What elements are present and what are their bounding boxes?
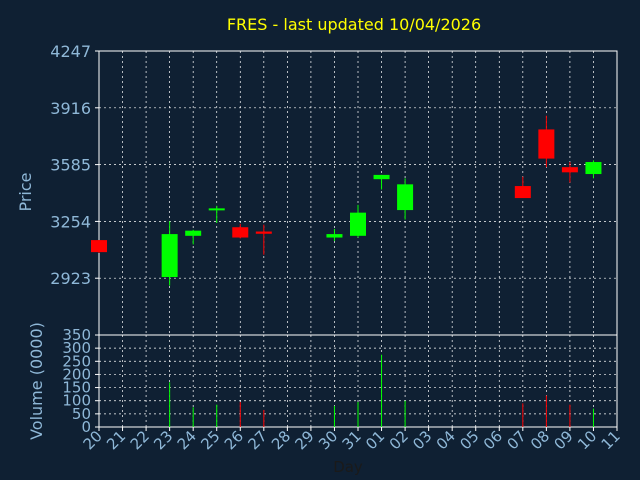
price-panel: 4247 3916 3585 3254 2923: [50, 42, 618, 336]
day-tick-label: 29: [292, 427, 318, 453]
day-tick-label: 07: [503, 427, 529, 453]
volume-tick-label: 200: [62, 365, 91, 383]
day-tick-label: 09: [551, 427, 577, 453]
day-tick-label: 28: [268, 427, 294, 453]
day-tick-label: 22: [127, 427, 153, 453]
candle-body: [397, 184, 414, 211]
day-tick-label: 08: [527, 427, 553, 453]
volume-axis-label: Volume (0000): [27, 322, 46, 440]
candle-body: [91, 240, 107, 253]
candle-body: [161, 234, 178, 277]
candle-body: [185, 230, 202, 236]
candle-body: [232, 227, 249, 238]
day-axis: 2021222324252627282930310102030405060708…: [80, 427, 624, 453]
day-tick-label: 21: [103, 427, 129, 453]
day-tick-label: 24: [174, 427, 200, 453]
candle-body: [585, 162, 602, 175]
candle-body: [538, 129, 555, 159]
candle-body: [255, 231, 272, 234]
day-tick-label: 06: [480, 427, 506, 453]
volume-tick-label: 50: [72, 405, 91, 423]
price-tick-label: 4247: [50, 42, 91, 61]
volume-tick-label: 100: [62, 392, 91, 410]
candle-body: [514, 186, 531, 199]
candle-body: [326, 234, 343, 238]
x-axis-label: Day: [333, 458, 363, 476]
day-tick-label: 26: [221, 427, 247, 453]
price-tick-label: 3916: [50, 99, 91, 118]
day-tick-label: 30: [315, 427, 341, 453]
day-tick-label: 03: [409, 427, 435, 453]
day-tick-label: 05: [456, 427, 482, 453]
candle-body: [208, 208, 225, 211]
candle-body: [350, 212, 366, 236]
day-tick-label: 02: [386, 427, 412, 453]
candle-body: [561, 167, 578, 173]
day-tick-label: 11: [598, 427, 624, 453]
day-tick-label: 27: [244, 427, 270, 453]
candle-body: [373, 174, 390, 180]
day-tick-label: 23: [150, 427, 176, 453]
day-tick-label: 04: [433, 427, 459, 453]
price-axis-label: Price: [16, 172, 35, 211]
day-tick-label: 31: [339, 427, 365, 453]
price-tick-label: 3254: [50, 212, 91, 231]
price-tick-label: 3585: [50, 156, 91, 175]
price-tick-label: 2923: [50, 269, 91, 288]
day-tick-label: 01: [362, 427, 388, 453]
volume-tick-label: 350: [62, 326, 91, 344]
chart-title: FRES - last updated 10/04/2026: [227, 15, 481, 34]
volume-tick-label: 300: [62, 339, 91, 357]
day-tick-label: 10: [574, 427, 600, 453]
volume-tick-label: 0: [81, 418, 91, 436]
volume-tick-label: 250: [62, 352, 91, 370]
volume-tick-label: 150: [62, 379, 91, 397]
day-tick-label: 25: [197, 427, 223, 453]
